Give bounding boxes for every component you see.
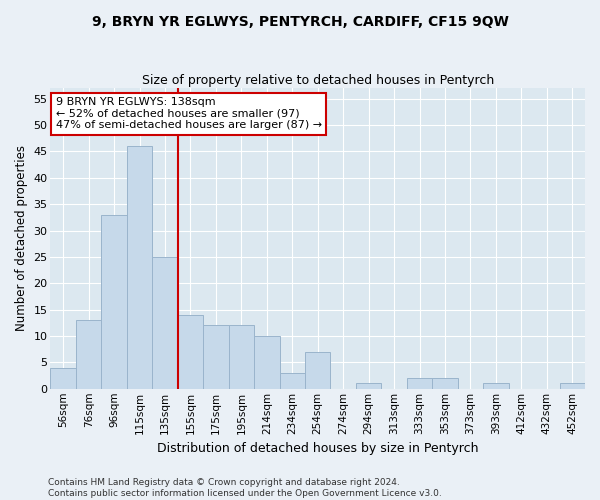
Bar bbox=[483, 384, 509, 389]
Bar bbox=[152, 257, 178, 389]
Text: 9 BRYN YR EGLWYS: 138sqm
← 52% of detached houses are smaller (97)
47% of semi-d: 9 BRYN YR EGLWYS: 138sqm ← 52% of detach… bbox=[56, 97, 322, 130]
Bar bbox=[407, 378, 432, 389]
Bar bbox=[101, 214, 127, 389]
Bar bbox=[178, 315, 203, 389]
X-axis label: Distribution of detached houses by size in Pentyrch: Distribution of detached houses by size … bbox=[157, 442, 478, 455]
Bar bbox=[203, 326, 229, 389]
Bar bbox=[76, 320, 101, 389]
Bar bbox=[229, 326, 254, 389]
Bar bbox=[305, 352, 331, 389]
Bar bbox=[280, 373, 305, 389]
Bar bbox=[356, 384, 382, 389]
Bar bbox=[560, 384, 585, 389]
Bar bbox=[432, 378, 458, 389]
Text: Contains HM Land Registry data © Crown copyright and database right 2024.
Contai: Contains HM Land Registry data © Crown c… bbox=[48, 478, 442, 498]
Text: 9, BRYN YR EGLWYS, PENTYRCH, CARDIFF, CF15 9QW: 9, BRYN YR EGLWYS, PENTYRCH, CARDIFF, CF… bbox=[92, 15, 508, 29]
Bar bbox=[50, 368, 76, 389]
Bar bbox=[127, 146, 152, 389]
Bar bbox=[254, 336, 280, 389]
Title: Size of property relative to detached houses in Pentyrch: Size of property relative to detached ho… bbox=[142, 74, 494, 87]
Y-axis label: Number of detached properties: Number of detached properties bbox=[15, 146, 28, 332]
